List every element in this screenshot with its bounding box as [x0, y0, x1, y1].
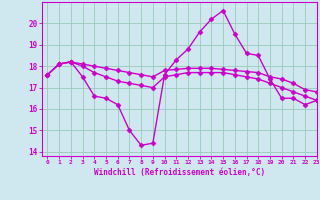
X-axis label: Windchill (Refroidissement éolien,°C): Windchill (Refroidissement éolien,°C) — [94, 168, 265, 177]
